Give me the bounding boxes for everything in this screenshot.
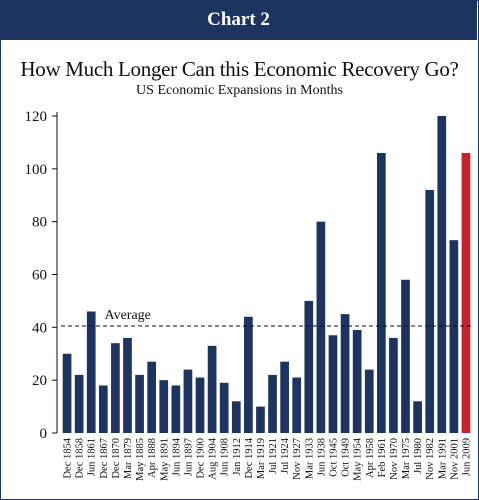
y-tick-label: 80 (32, 215, 47, 231)
y-tick-label: 120 (25, 109, 48, 125)
chart-subtitle: US Economic Expansions in Months (136, 83, 343, 98)
x-tick-label: Jun 1861 (87, 438, 98, 476)
x-tick-label: Dec 1900 (196, 438, 207, 479)
y-axis: 0 20 40 60 80 100 120 (25, 109, 58, 442)
y-tick-label: 20 (32, 373, 47, 389)
bar (280, 361, 289, 433)
x-tick-label: Mar 1975 (401, 438, 412, 479)
x-tick-label: Jun 1897 (183, 438, 194, 476)
bar (389, 337, 398, 433)
x-tick-label: Jun 1894 (171, 437, 182, 476)
bar (86, 311, 96, 433)
x-tick-label: Dec 1854 (63, 437, 74, 478)
chart-header-banner: Chart 2 (0, 0, 477, 40)
bar (268, 374, 277, 433)
bar (123, 337, 132, 433)
bar (98, 385, 108, 433)
x-tick-label: Oct 1945 (328, 438, 339, 477)
x-tick-label: May 1954 (353, 437, 364, 481)
bar (401, 279, 410, 433)
x-tick-label: May 1885 (135, 438, 146, 481)
bar (231, 401, 241, 433)
bar (147, 361, 157, 433)
x-tick-label: Mar 1919 (256, 438, 267, 479)
x-tick-label: Jul 1921 (268, 438, 279, 474)
bar (111, 343, 120, 433)
bar (256, 406, 265, 433)
chart-header-label: Chart 2 (207, 9, 270, 30)
bar (195, 377, 205, 433)
x-tick-label: Jun 1938 (316, 438, 327, 476)
x-tick-label: Dec 1870 (111, 438, 122, 479)
bar (413, 401, 422, 433)
x-tick-label: Mar 1991 (437, 438, 448, 479)
y-tick-label: 40 (32, 320, 47, 336)
bar (352, 329, 362, 433)
bar (183, 369, 193, 433)
average-line-group: Average (61, 308, 472, 327)
bar (171, 385, 181, 433)
x-tick-label: May 1891 (159, 438, 170, 481)
y-tick-label: 0 (40, 426, 48, 442)
bar (159, 380, 169, 433)
x-tick-label: Jul 1980 (413, 438, 424, 474)
x-tick-label: Jan 1912 (232, 438, 243, 476)
x-tick-label: Dec 1867 (99, 438, 110, 479)
x-tick-label: Dec 1914 (244, 437, 255, 478)
x-tick-label: Apr 1888 (147, 438, 158, 478)
bar (461, 152, 471, 433)
bar (340, 314, 350, 433)
bar (135, 374, 144, 433)
x-tick-label: Dec 1858 (75, 438, 86, 479)
bar (244, 316, 253, 433)
x-tick-label: Nov 1982 (425, 438, 436, 480)
x-axis-labels: Dec 1854 Dec 1858 Jun 1861 Dec 1867 Dec 1870… (63, 437, 473, 481)
bar (62, 353, 72, 433)
x-tick-label: Jul 1924 (280, 437, 291, 474)
bar (437, 116, 447, 433)
average-label: Average (105, 308, 151, 323)
bar (376, 152, 386, 433)
bar (304, 300, 314, 433)
x-tick-label: Oct 1949 (341, 438, 352, 477)
x-tick-label: Nov 1970 (389, 438, 400, 480)
bar (425, 189, 435, 433)
x-tick-label: Nov 2001 (449, 438, 460, 480)
y-tick-label: 100 (25, 162, 48, 178)
bar (316, 221, 326, 433)
x-tick-label: Mar 1933 (304, 438, 315, 479)
bar (449, 240, 459, 433)
y-tick-label: 60 (32, 268, 47, 284)
bar (292, 377, 302, 433)
bar (74, 374, 84, 433)
bar (207, 345, 217, 433)
bar (364, 369, 374, 433)
bar (328, 335, 338, 433)
x-tick-label: Jun 2009 (461, 438, 472, 476)
x-tick-label: Aug 1904 (208, 437, 219, 479)
x-tick-label: Nov 1927 (292, 438, 303, 480)
x-tick-label: Apr 1958 (365, 438, 376, 478)
x-tick-label: Jun 1908 (220, 438, 231, 476)
bars (62, 116, 471, 433)
x-tick-label: Feb 1961 (377, 438, 388, 477)
chart-title: How Much Longer Can this Economic Recove… (20, 57, 459, 81)
bar (219, 382, 229, 433)
x-tick-label: Mar 1879 (123, 438, 134, 479)
